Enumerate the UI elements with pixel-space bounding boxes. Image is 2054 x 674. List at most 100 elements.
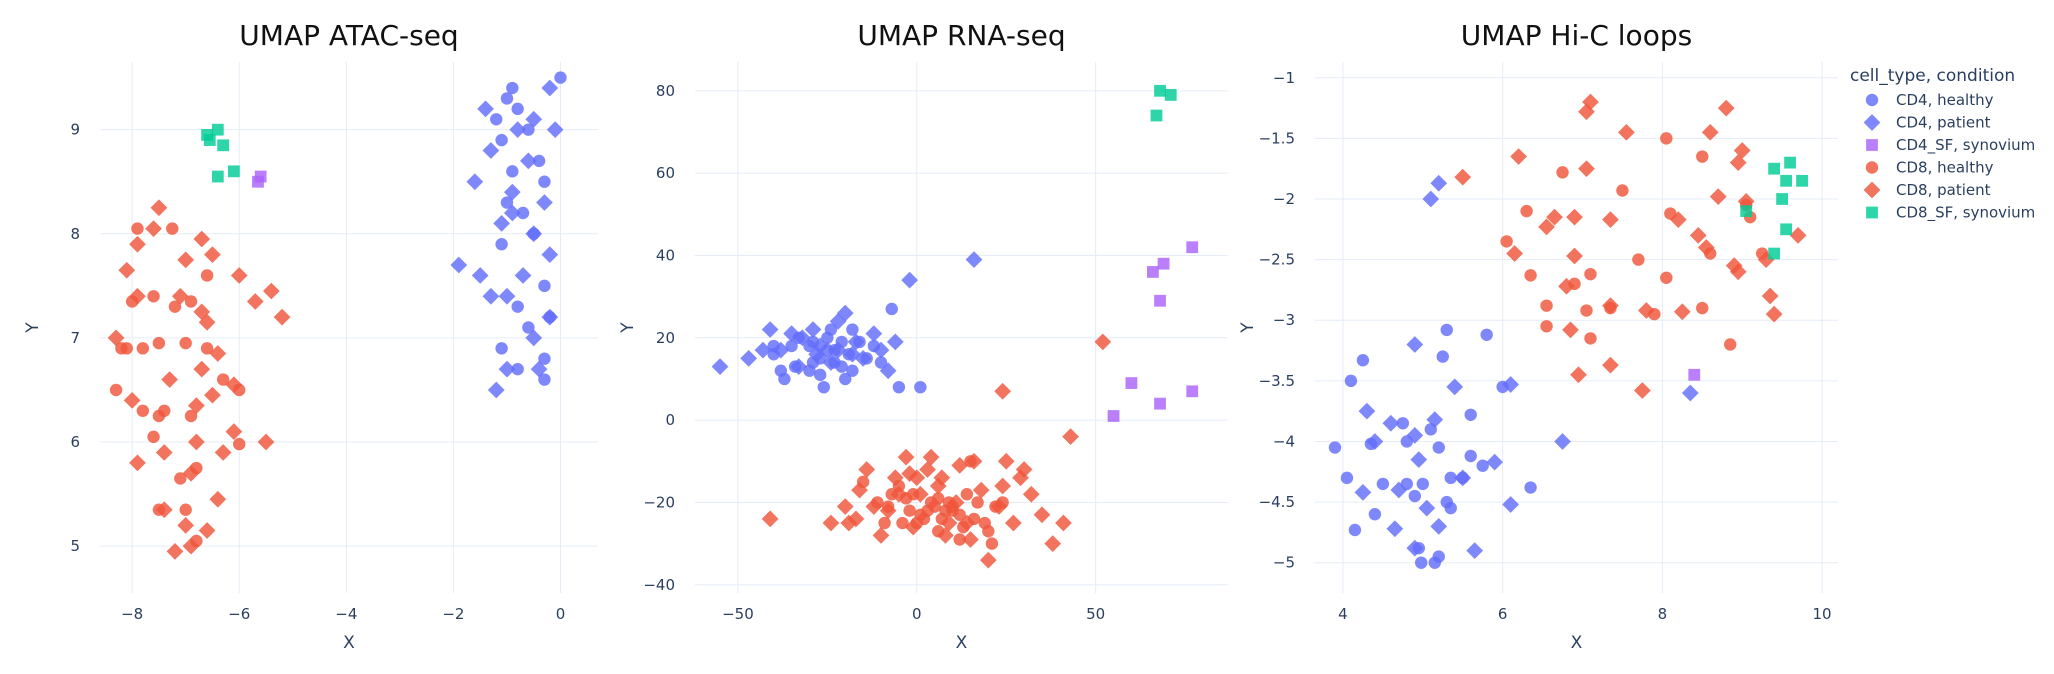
data-point: [836, 304, 854, 322]
data-point: [1390, 481, 1408, 499]
data-point: [482, 142, 500, 159]
data-point: [1570, 366, 1587, 384]
subplot-1: −8 −6 −4 −2 0 5 6 7 8 9 UMAP ATAC-seq X Y: [23, 19, 598, 653]
data-point: [1780, 223, 1792, 236]
data-point: [846, 323, 859, 336]
data-point: [1422, 190, 1440, 208]
data-point: [1328, 441, 1342, 454]
data-point: [1432, 441, 1445, 454]
data-point: [847, 333, 865, 351]
data-point: [1150, 109, 1163, 122]
data-point: [1406, 539, 1424, 557]
legend: cell_type, condition CD4, healthy CD4, pa…: [1850, 66, 2035, 223]
data-point: [538, 373, 551, 386]
data-point: [1444, 471, 1457, 485]
legend-marker: [1865, 93, 1879, 107]
data-point: [953, 533, 966, 546]
data-point: [937, 527, 954, 544]
data-point: [1428, 556, 1441, 569]
legend-item[interactable]: CD4_SF, synovium: [1866, 136, 2035, 155]
data-point: [541, 246, 559, 263]
data-point: [147, 430, 160, 444]
data-point: [1146, 266, 1159, 278]
data-point: [761, 510, 779, 528]
data-point: [1697, 239, 1715, 256]
data-point: [1602, 356, 1619, 374]
data-point: [971, 496, 984, 509]
data-point: [1502, 496, 1519, 513]
x-tick-label: 0: [912, 605, 922, 623]
data-point: [1406, 427, 1424, 444]
data-point: [168, 300, 182, 313]
legend-item[interactable]: CD4, patient: [1863, 114, 1991, 132]
data-point: [814, 368, 827, 382]
legend-item[interactable]: CD4, healthy: [1865, 91, 1994, 109]
y-tick-label: −3: [1273, 311, 1295, 329]
legend-marker: [1866, 206, 1878, 219]
data-point: [522, 123, 535, 136]
legend-item[interactable]: CD8_SF, synovium: [1866, 204, 2035, 223]
data-point: [1022, 485, 1040, 503]
data-point: [1632, 253, 1645, 266]
data-point: [1566, 208, 1583, 226]
data-point: [145, 220, 162, 237]
data-point: [1396, 417, 1410, 430]
data-point: [1660, 132, 1673, 145]
data-point: [1012, 469, 1029, 487]
data-point: [1348, 523, 1362, 537]
data-point: [1502, 376, 1519, 393]
data-point: [886, 333, 904, 351]
y-tick-label: 80: [656, 82, 675, 100]
data-point: [233, 437, 246, 451]
data-point: [532, 154, 546, 168]
data-point: [193, 360, 211, 378]
data-point: [1368, 507, 1382, 521]
data-point: [152, 336, 166, 350]
data-point: [1154, 397, 1166, 410]
data-point: [824, 323, 838, 336]
data-point: [198, 522, 216, 539]
data-point: [1466, 542, 1484, 559]
data-point: [554, 71, 567, 84]
data-point: [1660, 271, 1673, 284]
data-point: [204, 386, 221, 404]
data-point: [538, 279, 551, 293]
data-point: [525, 225, 543, 243]
legend-item-label: CD4, healthy: [1896, 91, 1994, 109]
data-point: [997, 452, 1015, 470]
data-point: [822, 354, 840, 371]
data-point: [903, 504, 916, 517]
data-point: [851, 481, 868, 499]
x-tick-label: −8: [121, 605, 143, 623]
data-point: [1768, 162, 1781, 175]
data-point: [1446, 378, 1464, 396]
y-tick-label: 6: [70, 433, 80, 451]
x-axis-label: X: [956, 633, 968, 653]
data-point: [254, 170, 267, 183]
data-point: [522, 321, 535, 334]
data-point: [965, 452, 983, 470]
data-point: [500, 196, 514, 209]
data-point: [1464, 449, 1477, 463]
legend-item[interactable]: CD8, patient: [1863, 181, 1991, 199]
data-point: [1004, 514, 1022, 532]
data-point: [503, 204, 521, 222]
data-point: [1554, 433, 1571, 450]
data-point: [466, 173, 484, 191]
y-axis-label: Y: [1238, 322, 1258, 334]
data-point: [1562, 321, 1579, 339]
y-tick-label: −4.5: [1259, 493, 1295, 511]
y-tick-label: 5: [70, 537, 80, 555]
data-point: [1340, 471, 1354, 485]
y-tick-label: −5: [1273, 554, 1295, 572]
y-tick-label: 40: [656, 246, 675, 264]
data-point: [257, 433, 275, 451]
data-point: [1358, 402, 1376, 420]
data-point: [835, 360, 848, 373]
data-point: [1382, 414, 1400, 432]
data-point: [209, 345, 227, 362]
legend-item[interactable]: CD8, healthy: [1865, 159, 1994, 177]
data-point: [1688, 368, 1701, 381]
data-point: [1578, 103, 1595, 121]
data-point: [740, 350, 758, 367]
